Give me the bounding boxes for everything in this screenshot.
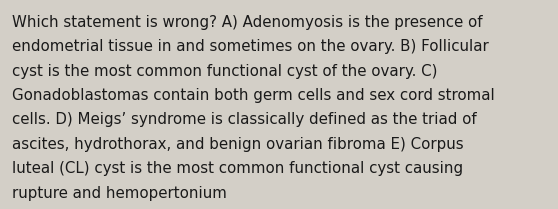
Text: rupture and hemopertonium: rupture and hemopertonium bbox=[12, 186, 227, 201]
Text: cells. D) Meigs’ syndrome is classically defined as the triad of: cells. D) Meigs’ syndrome is classically… bbox=[12, 112, 477, 127]
Text: ascites, hydrothorax, and benign ovarian fibroma E) Corpus: ascites, hydrothorax, and benign ovarian… bbox=[12, 137, 464, 152]
Text: Which statement is wrong? A) Adenomyosis is the presence of: Which statement is wrong? A) Adenomyosis… bbox=[12, 15, 483, 30]
Text: luteal (CL) cyst is the most common functional cyst causing: luteal (CL) cyst is the most common func… bbox=[12, 161, 463, 176]
Text: Gonadoblastomas contain both germ cells and sex cord stromal: Gonadoblastomas contain both germ cells … bbox=[12, 88, 495, 103]
Text: cyst is the most common functional cyst of the ovary. C): cyst is the most common functional cyst … bbox=[12, 64, 438, 79]
Text: endometrial tissue in and sometimes on the ovary. B) Follicular: endometrial tissue in and sometimes on t… bbox=[12, 39, 489, 54]
